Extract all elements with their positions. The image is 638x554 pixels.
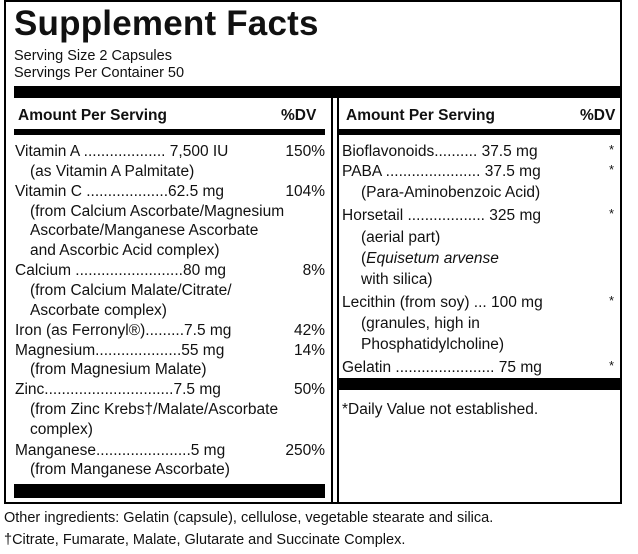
left-header-dv: %DV [281, 107, 317, 124]
right-row: PABA ...................... 37.5 mg [342, 163, 541, 180]
outer-right-border [620, 86, 622, 504]
left-row-note: (from Zinc Krebs†/Malate/Ascorbate [30, 401, 279, 418]
right-column-left-edge [337, 86, 339, 504]
left-row-note: (from Calcium Malate/Citrate/ [30, 282, 232, 299]
right-row-note-italic: (Equisetum arvense [361, 250, 499, 267]
left-row-note: Ascorbate complex) [30, 302, 167, 319]
left-row: Manganese......................5 mg [15, 442, 226, 459]
right-row: Lecithin (from soy) ... 100 mg [342, 294, 543, 311]
left-header-amount: Amount Per Serving [18, 107, 167, 124]
right-header-dv: %DV [580, 107, 616, 124]
left-row-note: (as Vitamin A Palmitate) [30, 163, 195, 180]
left-row-dv: 250% [285, 442, 325, 459]
right-row-rule [339, 378, 620, 390]
right-row-dv: * [608, 293, 614, 308]
serving-size: Serving Size 2 Capsules [14, 48, 172, 64]
outer-left-border [4, 0, 6, 504]
left-row: Vitamin A ................... 7,500 IU [15, 143, 229, 160]
right-row-dv: * [608, 358, 614, 373]
other-ingredients: Other ingredients: Gelatin (capsule), ce… [4, 510, 494, 526]
right-header-rule [339, 129, 620, 135]
left-header-rule [14, 129, 325, 135]
outer-top-border [4, 0, 622, 2]
right-row-note: (Para-Aminobenzoic Acid) [361, 184, 541, 201]
left-column-right-edge [331, 86, 333, 504]
footnote: †Citrate, Fumarate, Malate, Glutarate an… [4, 532, 406, 548]
left-row-dv: 104% [285, 183, 325, 200]
right-row: Gelatin ....................... 75 mg [342, 359, 542, 376]
left-row-note: (from Magnesium Malate) [30, 361, 207, 378]
left-row: Zinc..............................7.5 mg [15, 381, 221, 398]
left-row-note: (from Calcium Ascorbate/Magnesium [30, 203, 285, 220]
left-row-dv: 42% [293, 322, 325, 339]
left-row-note: complex) [30, 421, 93, 438]
left-row: Calcium .........................80 mg [15, 262, 227, 279]
left-row-dv: 14% [293, 342, 325, 359]
left-row: Iron (as Ferronyl®).........7.5 mg [15, 322, 232, 339]
species-name: Equisetum arvense [366, 250, 499, 267]
right-row-dv: * [608, 142, 614, 157]
outer-bottom-border [4, 502, 622, 504]
left-row-dv: 8% [302, 262, 325, 279]
left-row: Vitamin C ...................62.5 mg [15, 183, 225, 200]
left-row-note: Ascorbate/Manganese Ascorbate [30, 222, 259, 239]
right-header-amount: Amount Per Serving [346, 107, 495, 124]
left-row-dv: 50% [293, 381, 325, 398]
top-thick-rule [14, 86, 620, 98]
left-row: Magnesium....................55 mg [15, 342, 225, 359]
right-row-note: Phosphatidylcholine) [361, 336, 505, 353]
panel-title: Supplement Facts [14, 4, 319, 43]
left-row-note: (from Manganese Ascorbate) [30, 461, 230, 478]
left-row-note: and Ascorbic Acid complex) [30, 242, 220, 259]
right-row-note: with silica) [361, 271, 433, 288]
right-row-dv: * [608, 206, 614, 221]
right-row-note: (aerial part) [361, 229, 441, 246]
daily-value-note: *Daily Value not established. [342, 401, 539, 418]
right-row: Bioflavonoids.......... 37.5 mg [342, 143, 538, 160]
right-row-note: (granules, high in [361, 315, 480, 332]
right-row: Horsetail .................. 325 mg [342, 207, 541, 224]
outer-right-border-top [620, 0, 622, 88]
servings-per-container: Servings Per Container 50 [14, 65, 185, 81]
left-bottom-bar [14, 484, 325, 498]
left-row-dv: 150% [285, 143, 325, 160]
right-row-dv: * [608, 162, 614, 177]
